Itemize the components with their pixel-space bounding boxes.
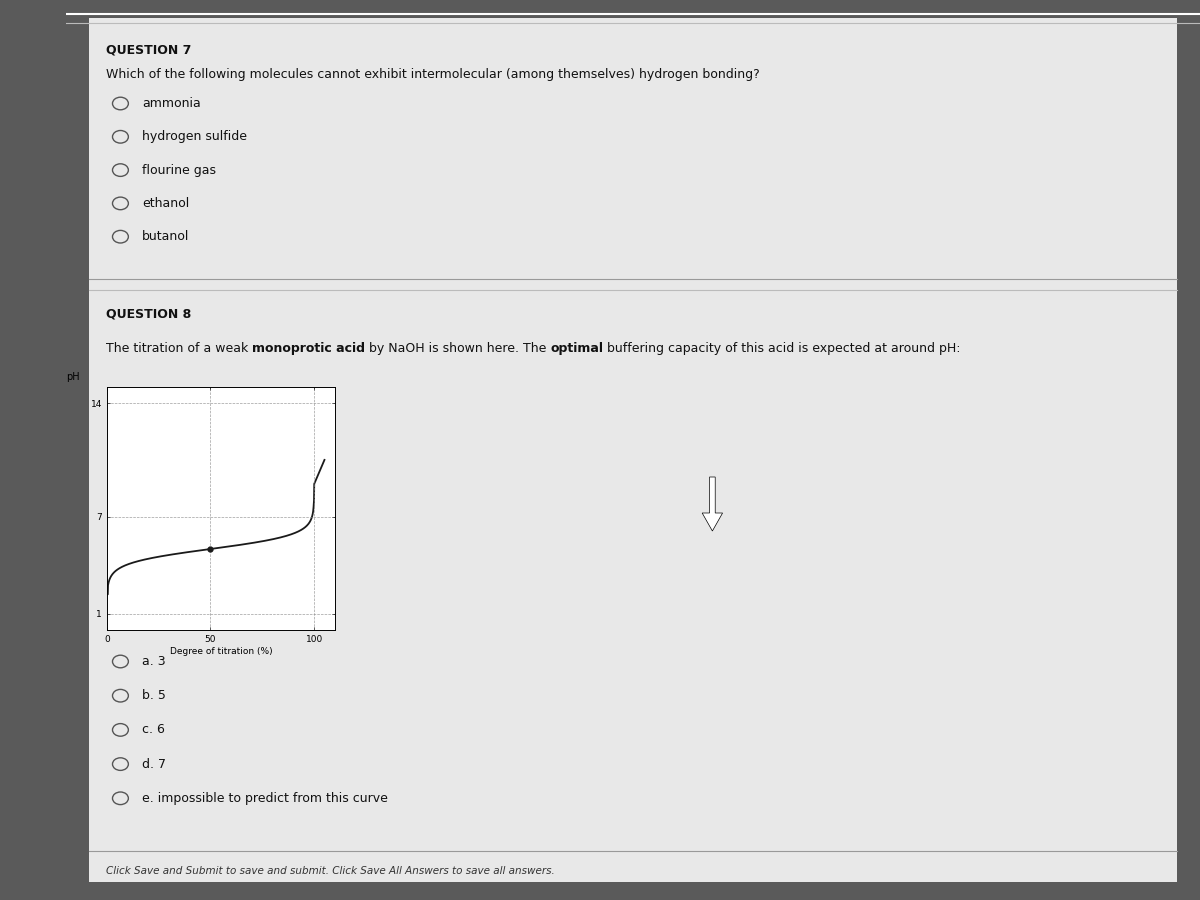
X-axis label: Degree of titration (%): Degree of titration (%) <box>169 646 272 655</box>
Text: Click Save and Submit to save and submit. Click Save All Answers to save all ans: Click Save and Submit to save and submit… <box>106 866 554 876</box>
Text: b. 5: b. 5 <box>142 689 166 702</box>
Text: pH: pH <box>66 372 79 382</box>
Text: buffering capacity of this acid is expected at around pH:: buffering capacity of this acid is expec… <box>604 342 961 355</box>
Text: a. 3: a. 3 <box>142 655 166 668</box>
Text: QUESTION 8: QUESTION 8 <box>106 308 191 320</box>
FancyBboxPatch shape <box>89 18 1177 882</box>
Text: by NaOH is shown here. The: by NaOH is shown here. The <box>365 342 551 355</box>
Text: e. impossible to predict from this curve: e. impossible to predict from this curve <box>142 792 388 805</box>
Text: QUESTION 7: QUESTION 7 <box>106 43 191 56</box>
FancyArrow shape <box>702 477 722 531</box>
Text: Which of the following molecules cannot exhibit intermolecular (among themselves: Which of the following molecules cannot … <box>106 68 760 81</box>
Text: ammonia: ammonia <box>142 97 200 110</box>
Text: c. 6: c. 6 <box>142 724 164 736</box>
Text: optimal: optimal <box>551 342 604 355</box>
Text: ethanol: ethanol <box>142 197 190 210</box>
Text: butanol: butanol <box>142 230 190 243</box>
Text: monoprotic acid: monoprotic acid <box>252 342 365 355</box>
Text: flourine gas: flourine gas <box>142 164 216 176</box>
Text: d. 7: d. 7 <box>142 758 166 770</box>
Text: The titration of a weak: The titration of a weak <box>106 342 252 355</box>
Text: hydrogen sulfide: hydrogen sulfide <box>142 130 247 143</box>
